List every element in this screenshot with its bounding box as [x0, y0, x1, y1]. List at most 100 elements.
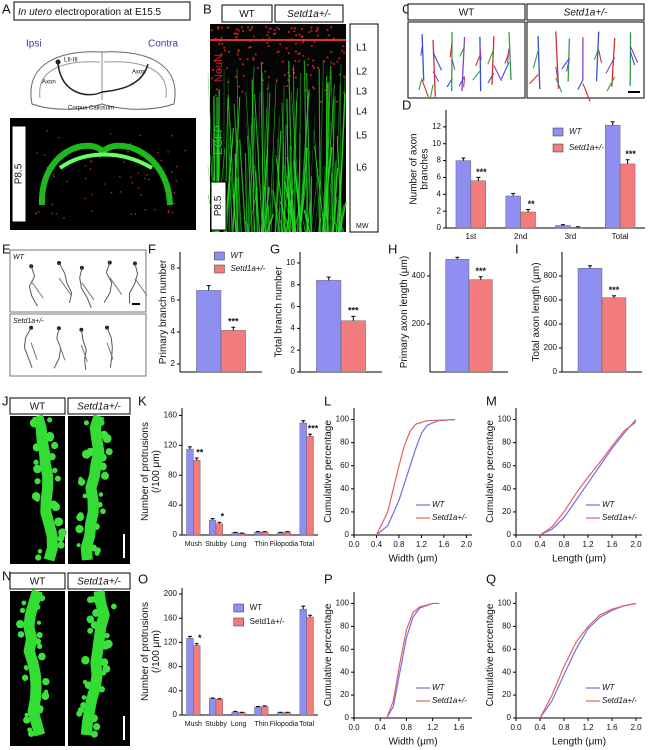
spine	[81, 695, 87, 700]
label-text: WT	[459, 8, 475, 19]
neun-dot	[241, 90, 244, 93]
speckle	[171, 134, 173, 137]
trace-branch	[451, 58, 456, 70]
neun-dot	[241, 26, 243, 29]
spine	[94, 547, 101, 554]
x-tick-label: Long	[231, 541, 247, 548]
neun-dot	[217, 27, 220, 30]
speckle	[66, 180, 68, 183]
neun-dot	[294, 76, 297, 79]
neun-dot	[315, 30, 318, 33]
neun-dot	[287, 31, 290, 33]
trace-branch	[487, 72, 495, 84]
bar	[196, 290, 222, 373]
label-text: P8.5	[213, 195, 224, 216]
fluorescence	[38, 142, 173, 206]
speckle	[119, 191, 122, 193]
spine	[87, 627, 94, 634]
x-tick-label: 0.8	[558, 723, 570, 732]
egfp-fiber	[336, 136, 343, 233]
speckle	[89, 160, 92, 163]
neun-dot	[236, 33, 239, 36]
trace	[479, 36, 482, 92]
y-tick-label: 4	[291, 323, 296, 332]
spine	[33, 464, 42, 474]
spine	[100, 508, 106, 515]
y-axis-label: Cumulative percentage	[485, 603, 496, 706]
neun-dot	[265, 26, 268, 28]
neun-dot	[277, 50, 280, 53]
trace-branch	[449, 42, 453, 58]
trace	[56, 328, 60, 339]
spine	[54, 475, 61, 482]
y-tick-label: 120	[164, 440, 178, 449]
neun-dot	[237, 49, 240, 52]
fluorescence	[58, 152, 154, 170]
bar	[520, 211, 536, 229]
egfp-fiber	[270, 179, 275, 233]
y-tick-label: 2	[291, 345, 296, 354]
trace	[134, 263, 139, 274]
trace	[491, 36, 495, 85]
x-axis-label: Length (μm)	[552, 554, 606, 565]
speckle	[139, 134, 142, 137]
x-tick-label: Total	[299, 721, 314, 728]
egfp-fiber	[313, 165, 324, 233]
egfp-fiber	[307, 114, 316, 233]
y-tick-label: 12	[432, 122, 441, 131]
cumulative-line	[376, 418, 456, 536]
trace	[30, 266, 36, 277]
trace-branch	[459, 45, 466, 57]
trace-branch	[418, 77, 423, 91]
x-tick-label: 0.4	[534, 540, 546, 549]
neun-dot	[212, 69, 214, 72]
spine	[76, 543, 81, 548]
y-axis-label: Total axon length (μm)	[531, 262, 542, 361]
label-text: Setd1a+/-	[564, 8, 608, 19]
panel-letter: F	[148, 241, 156, 256]
neun-dot	[287, 71, 290, 74]
speckle	[167, 211, 170, 214]
neun-dot	[235, 32, 237, 35]
y-tick-label: 100	[336, 599, 350, 608]
neun-dot	[257, 67, 259, 69]
y-tick-label: 0	[345, 713, 350, 722]
spine	[77, 478, 86, 486]
legend-swatch	[552, 143, 564, 153]
speckle	[84, 177, 87, 180]
trace	[25, 327, 32, 338]
y-tick-label: 6	[437, 173, 442, 182]
neun-dot	[342, 45, 345, 48]
x-tick-label: 3rd	[565, 232, 577, 241]
neun-dot	[298, 33, 301, 36]
neun-dot	[228, 50, 230, 53]
egfp-fiber	[260, 91, 265, 233]
x-tick-label: 2.0	[630, 540, 642, 549]
egfp-fiber	[318, 60, 324, 233]
x-tick-label: 1.2	[582, 723, 594, 732]
neun-dot	[219, 40, 222, 43]
panel-letter: D	[402, 97, 411, 112]
bar	[306, 616, 314, 716]
egfp-fiber	[322, 166, 326, 233]
bar	[299, 608, 307, 716]
neun-dot	[309, 74, 312, 77]
significance: ***	[625, 149, 636, 159]
neun-dot	[220, 53, 223, 56]
frame-label: Setd1a+/-	[13, 318, 44, 325]
trace-branch	[504, 51, 510, 64]
egfp-fiber	[276, 207, 281, 233]
neun-dot	[275, 79, 278, 82]
y-tick-label: 400	[544, 319, 558, 328]
spine	[35, 554, 42, 561]
y-tick-label: 40	[168, 500, 177, 509]
trace-branch	[487, 48, 495, 65]
speckle	[51, 212, 54, 215]
x-tick-label: Total	[299, 541, 314, 548]
spine	[37, 643, 43, 650]
trace-branch	[106, 342, 114, 360]
neun-dot	[324, 89, 327, 92]
egfp-fiber	[286, 156, 297, 233]
neun-dot	[301, 28, 304, 30]
bar	[220, 330, 246, 373]
